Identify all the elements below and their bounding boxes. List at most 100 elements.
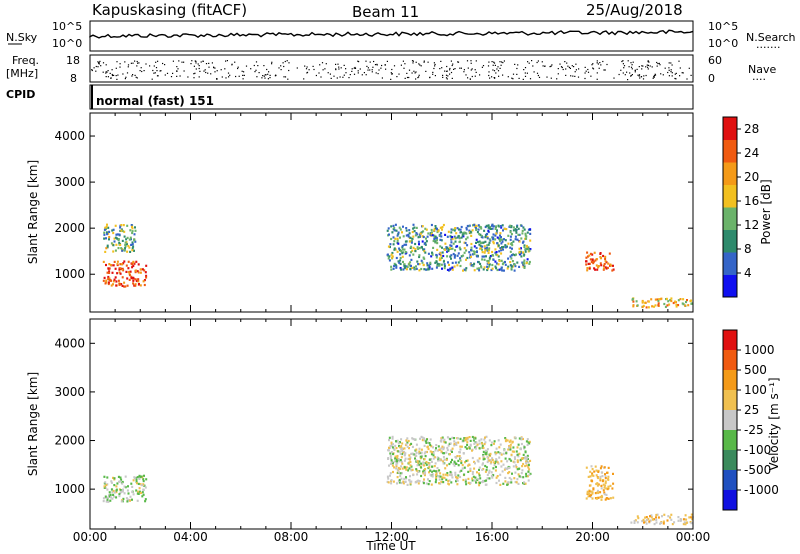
scatter-cell [508, 458, 511, 461]
scatter-cell [417, 240, 420, 243]
scatter-cell [498, 250, 501, 253]
freq-dot [312, 65, 314, 67]
freq-dot [575, 69, 577, 71]
freq-label: Freq. [12, 54, 39, 67]
scatter-cell [435, 476, 438, 479]
scatter-cell [593, 251, 596, 254]
scatter-cell [498, 259, 501, 263]
scatter-cell [107, 226, 110, 229]
scatter-cell [137, 263, 140, 266]
scatter-cell [470, 255, 472, 258]
scatter-cell [439, 252, 442, 255]
freq-dot [446, 70, 448, 72]
scatter-cell [386, 475, 389, 478]
scatter-cell [115, 496, 118, 499]
scatter-cell [506, 483, 509, 486]
scatter-cell [499, 239, 501, 243]
scatter-cell [451, 436, 454, 439]
scatter-cell [450, 241, 453, 244]
scatter-cell [612, 482, 615, 485]
scatter-cell [510, 267, 513, 270]
freq-dot [636, 68, 638, 70]
scatter-cell [502, 229, 504, 232]
scatter-cell [406, 265, 409, 268]
freq-dot [357, 70, 359, 72]
freq-dot [681, 72, 683, 74]
freq-dot [377, 73, 379, 75]
scatter-cell [599, 262, 602, 265]
scatter-cell [410, 241, 413, 244]
scatter-cell [119, 226, 122, 229]
scatter-cell [501, 269, 504, 272]
freq-dot [403, 67, 405, 69]
freq-dot [596, 62, 598, 64]
scatter-cell [465, 267, 468, 270]
scatter-cell [126, 236, 129, 239]
scatter-cell [432, 454, 435, 457]
scatter-cell [387, 477, 390, 480]
scatter-cell [393, 466, 396, 469]
scatter-cell [526, 475, 529, 478]
scatter-cell [450, 254, 453, 257]
scatter-cell [408, 229, 411, 232]
scatter-cell [390, 459, 393, 462]
scatter-cell [392, 443, 394, 446]
scatter-cell [471, 477, 474, 480]
scatter-cell [415, 459, 418, 462]
scatter-cell [121, 490, 124, 493]
scatter-cell [441, 436, 444, 439]
scatter-cell [515, 450, 518, 453]
scatter-cell [400, 481, 403, 485]
scatter-cell [485, 435, 488, 438]
scatter-cell [435, 478, 438, 481]
cpid-label: CPID [6, 88, 35, 101]
scatter-cell [522, 226, 525, 229]
power-cbar-label: Power [dB] [759, 179, 773, 244]
colorbar-swatch [723, 470, 737, 491]
freq-dot [565, 68, 567, 70]
scatter-cell [411, 230, 414, 234]
scatter-cell [415, 454, 418, 457]
scatter-cell [121, 480, 124, 484]
scatter-cell [521, 232, 524, 235]
scatter-cell [501, 246, 503, 249]
scatter-cell [510, 459, 513, 462]
scatter-cell [473, 245, 476, 248]
scatter-cell [129, 236, 132, 239]
freq-dot [306, 71, 309, 73]
scatter-cell [469, 439, 472, 442]
scatter-cell [504, 437, 507, 440]
freq-dot [369, 61, 371, 63]
scatter-cell [467, 477, 470, 480]
scatter-cell [400, 460, 403, 463]
scatter-cell [508, 440, 511, 443]
freq-dot [151, 78, 153, 80]
freq-dot [338, 68, 340, 70]
scatter-cell [481, 444, 484, 447]
scatter-cell [459, 248, 462, 251]
scatter-cell [685, 518, 688, 521]
scatter-cell [112, 280, 115, 283]
scatter-cell [395, 447, 398, 450]
scatter-cell [477, 261, 480, 264]
scatter-cell [602, 483, 605, 486]
scatter-cell [446, 235, 449, 238]
scatter-cell [413, 453, 416, 456]
freq-dot [439, 68, 441, 70]
scatter-cell [499, 238, 502, 241]
scatter-cell [593, 260, 595, 263]
scatter-cell [440, 437, 443, 440]
colorbar-tick-label: 500 [744, 363, 767, 377]
scatter-cell [601, 480, 604, 483]
scatter-cell [589, 475, 592, 478]
freq-dot [562, 68, 564, 71]
freq-dot [429, 77, 431, 79]
freq-dot [487, 65, 490, 67]
scatter-cell [431, 470, 433, 473]
scatter-cell [645, 518, 648, 522]
scatter-cell [604, 475, 607, 478]
scatter-cell [439, 254, 442, 257]
scatter-cell [445, 478, 448, 481]
scatter-cell [123, 235, 126, 238]
scatter-cell [102, 260, 105, 263]
